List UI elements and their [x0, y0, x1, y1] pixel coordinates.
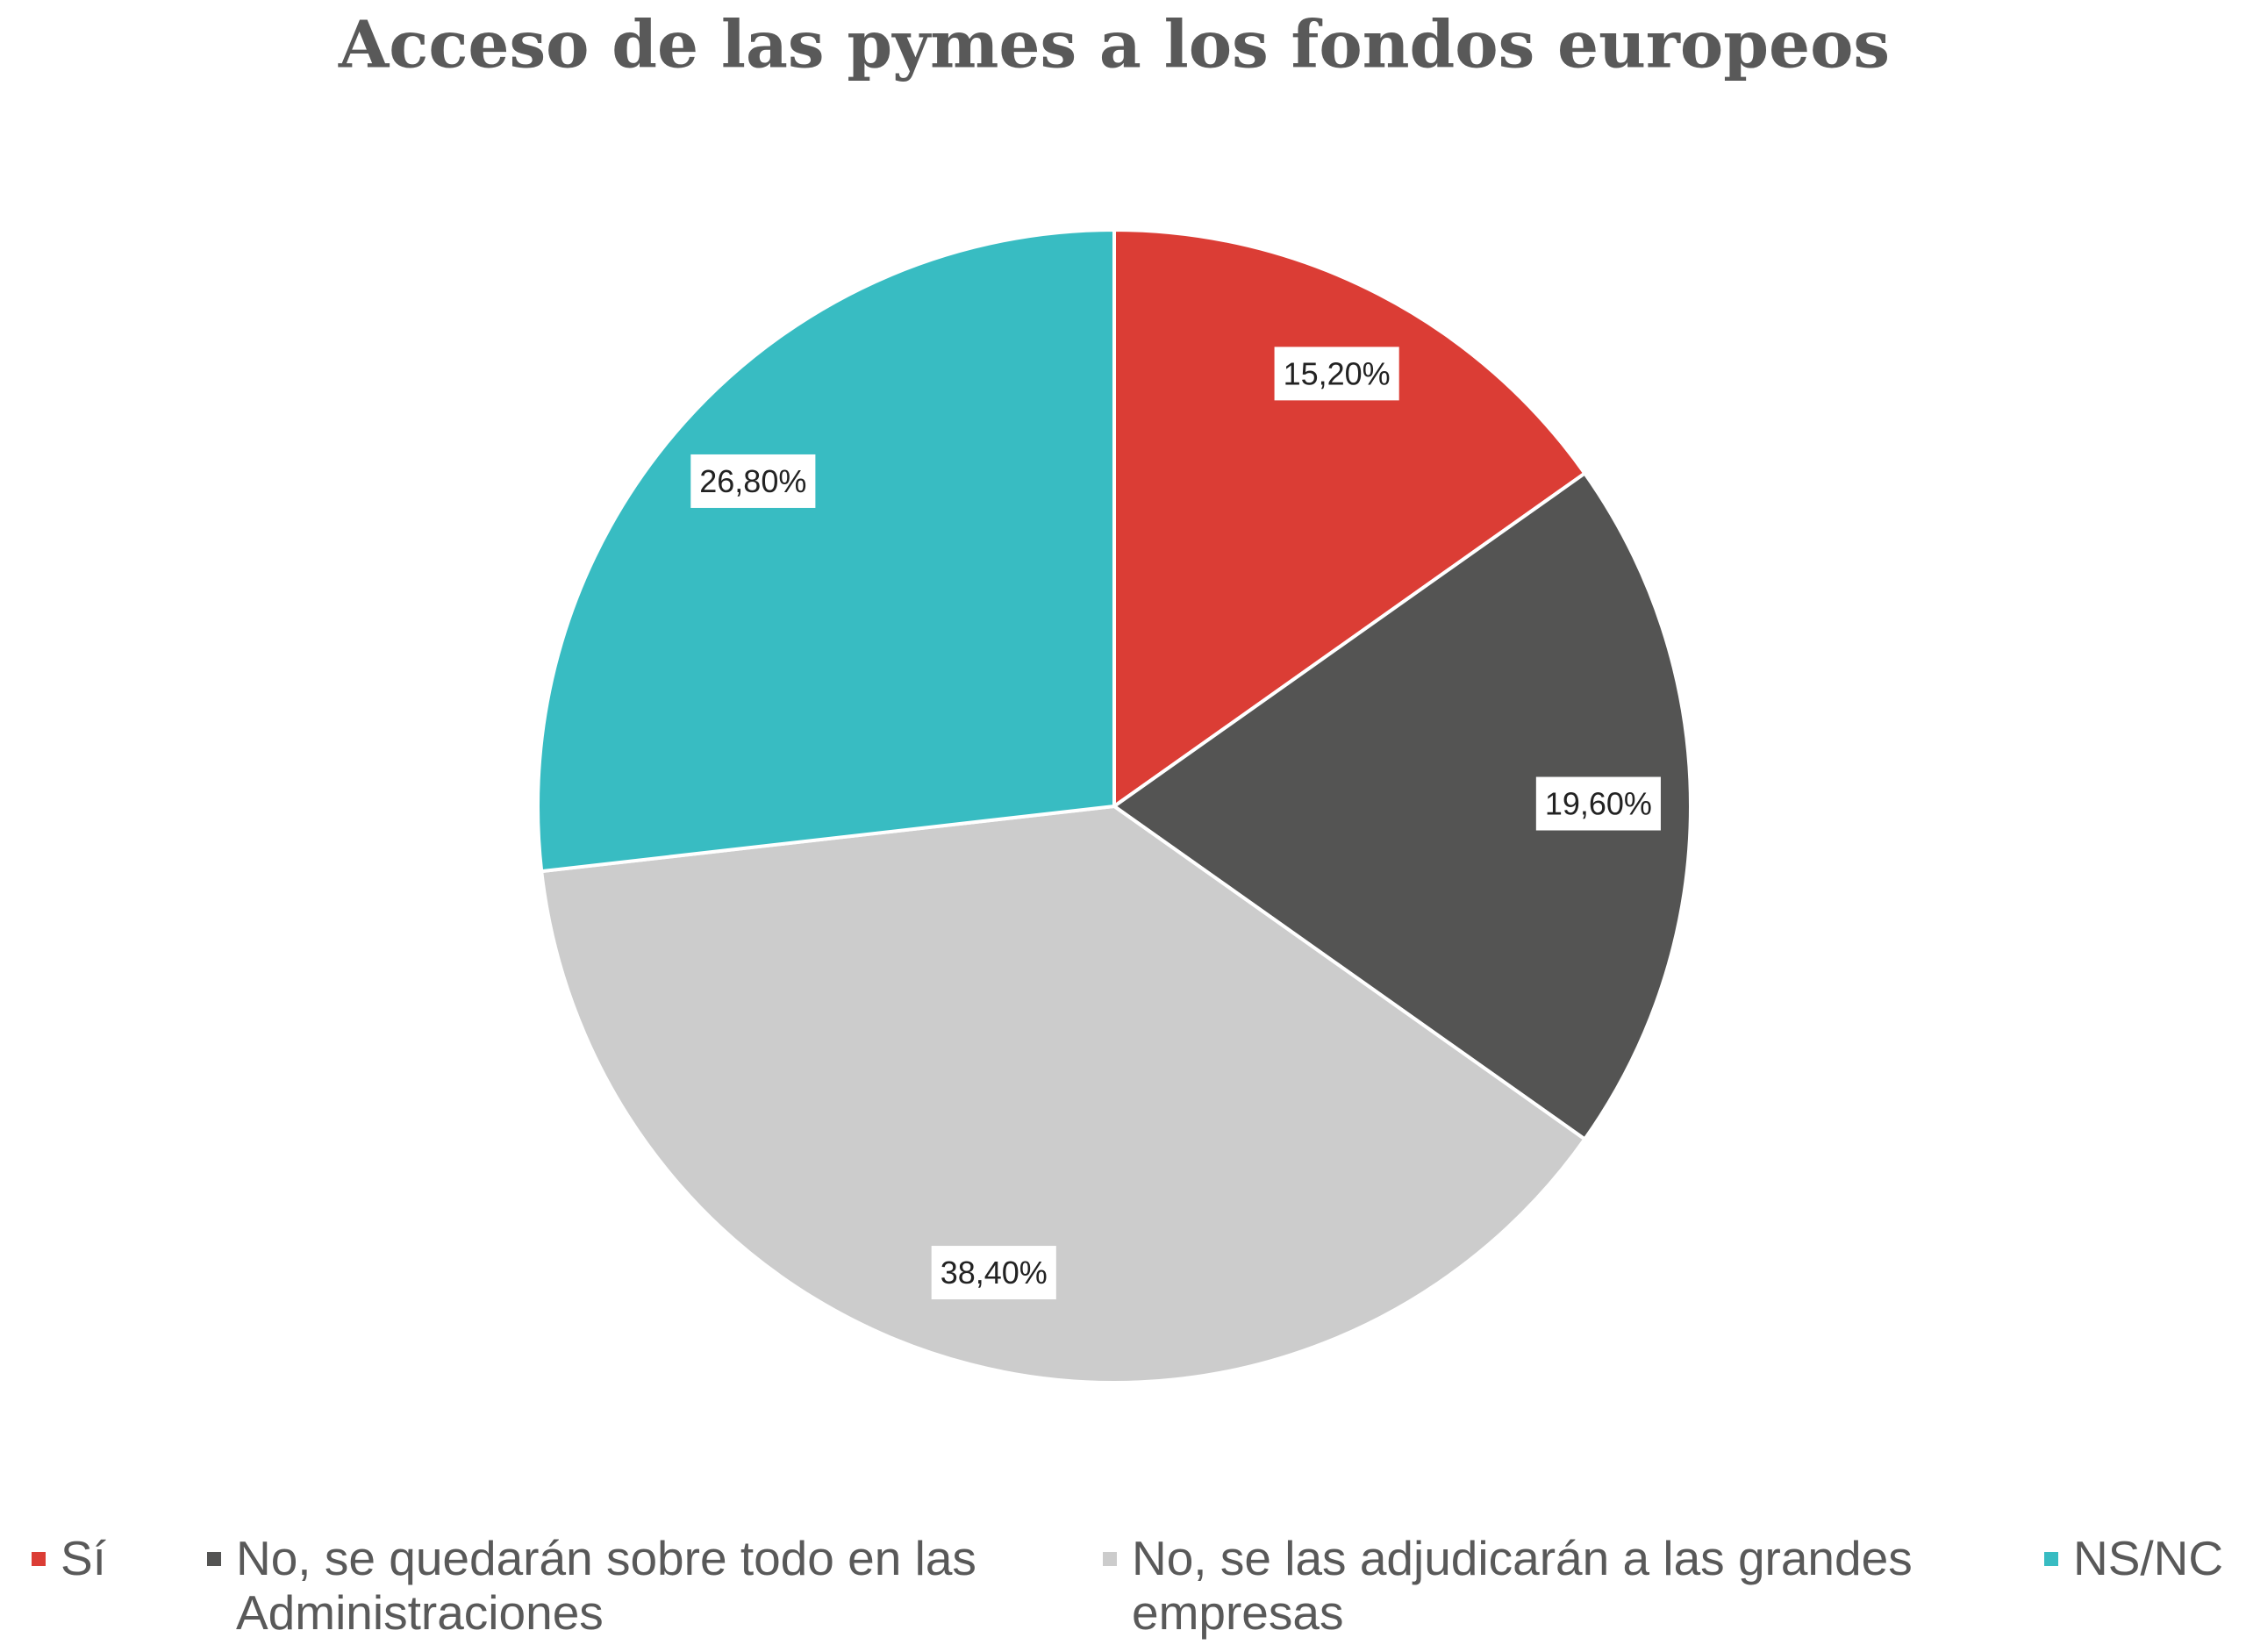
legend-swatch [2044, 1552, 2058, 1566]
data-label: 19,60% [1535, 776, 1661, 831]
legend-swatch [32, 1552, 46, 1566]
legend-label: No, se las adjudicarán a las grandes emp… [1132, 1531, 1913, 1640]
pie-slice [1112, 227, 1588, 810]
legend-item: NS/NC [2044, 1531, 2240, 1585]
legend-item: Sí [32, 1531, 324, 1585]
data-label-box [690, 454, 816, 508]
data-label: 15,20% [1274, 347, 1399, 401]
legend-swatch [1103, 1552, 1117, 1566]
data-label-box [1274, 347, 1399, 401]
data-label-text: 15,20% [1284, 355, 1391, 391]
data-label-text: 38,40% [941, 1255, 1048, 1291]
legend-label: NS/NC [2073, 1531, 2224, 1585]
pie-slice [1111, 470, 1692, 1142]
legend-swatch [207, 1552, 221, 1566]
pie-slice [536, 227, 1116, 874]
data-label: 38,40% [931, 1246, 1056, 1300]
data-label-box [1535, 776, 1661, 831]
legend-item: No, se las adjudicarán a las grandes emp… [1103, 1531, 1956, 1640]
legend-label: Sí [61, 1531, 106, 1585]
data-label-text: 26,80% [699, 463, 806, 499]
chart-title: Acceso de las pymes a los fondos europeo… [338, 8, 1890, 83]
data-label: 26,80% [690, 454, 816, 508]
legend-item: No, se quedarán sobre todo en las Admini… [207, 1531, 1008, 1640]
legend-label: No, se quedarán sobre todo en las Admini… [236, 1531, 976, 1640]
pie-slice [539, 804, 1588, 1384]
data-label-box [931, 1246, 1056, 1300]
data-label-text: 19,60% [1545, 786, 1652, 822]
